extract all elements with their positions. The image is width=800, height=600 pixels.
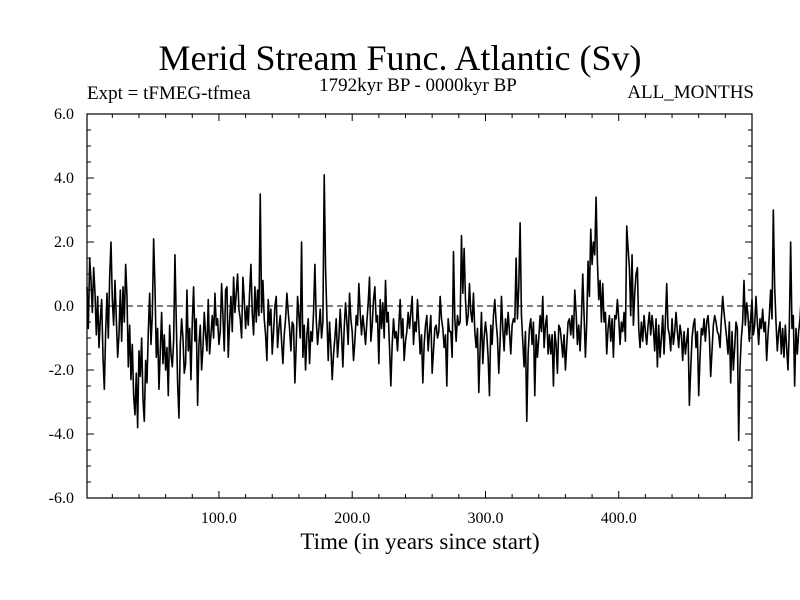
- y-tick-label: 6.0: [54, 106, 74, 123]
- y-tick-label: -4.0: [49, 426, 74, 443]
- x-tick-label: 400.0: [601, 510, 637, 527]
- y-tick-label: 0.0: [54, 298, 74, 315]
- experiment-label: Expt = tFMEG-tfmea: [87, 83, 251, 104]
- plot-area: -6.0 -4.0 -2.0 0.0 2.0 4.0 6.0 100.0 200.0 300.0 4…: [49, 106, 800, 527]
- y-tick-label: 2.0: [54, 234, 74, 251]
- y-tick-label: -2.0: [49, 362, 74, 379]
- series-line: [86, 174, 800, 442]
- x-tick-label: 100.0: [201, 510, 237, 527]
- months-label: ALL_MONTHS: [627, 82, 754, 103]
- chart-title: Merid Stream Func. Atlantic (Sv): [158, 38, 642, 78]
- y-tick-label: 4.0: [54, 170, 74, 187]
- period-label: 1792kyr BP - 0000kyr BP: [319, 75, 517, 96]
- x-axis-label: Time (in years since start): [300, 529, 540, 554]
- y-tick-label: -6.0: [49, 490, 74, 507]
- x-tick-label: 300.0: [467, 510, 503, 527]
- x-tick-label: 200.0: [334, 510, 370, 527]
